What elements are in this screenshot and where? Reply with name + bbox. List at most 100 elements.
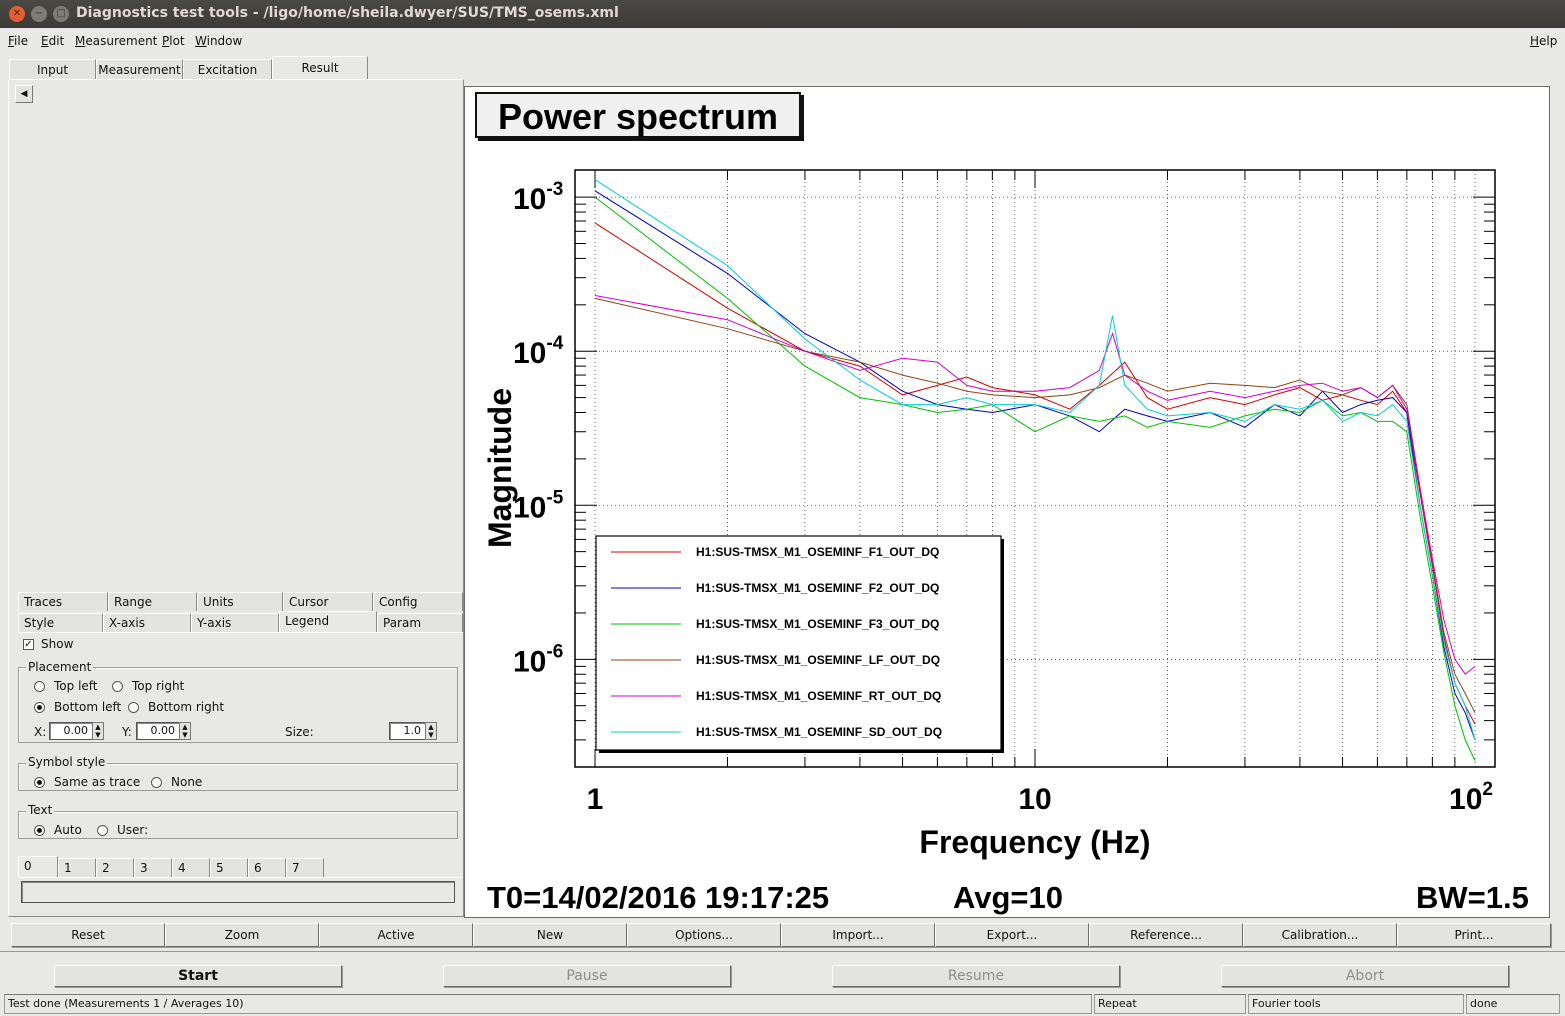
pause-button[interactable]: Pause: [443, 965, 731, 987]
menu-plot[interactable]: Plot: [162, 34, 185, 48]
collapse-arrow-icon[interactable]: ◀: [15, 85, 33, 103]
legend-entry: H1:SUS-TMSX_M1_OSEMINF_F1_OUT_DQ: [696, 545, 939, 559]
tab-excitation[interactable]: Excitation: [183, 59, 272, 79]
bottom-right-label: Bottom right: [148, 700, 225, 714]
size-spinner-icon[interactable]: ▲ ▼: [425, 722, 437, 740]
menu-file[interactable]: File: [8, 34, 29, 48]
minimize-window-icon[interactable]: −: [31, 6, 47, 22]
bw-label: BW=1.5: [1416, 880, 1529, 915]
start-button[interactable]: Start: [54, 965, 342, 987]
auto-radio[interactable]: [34, 825, 45, 836]
reset-button[interactable]: Reset: [11, 923, 165, 947]
menu-bar: File Edit Measurement Plot Window Help: [0, 28, 1565, 54]
legend-text-input[interactable]: [21, 881, 455, 903]
none-radio[interactable]: [151, 777, 162, 788]
trace-tab-divider: [18, 877, 463, 878]
legend-entry: H1:SUS-TMSX_M1_OSEMINF_SD_OUT_DQ: [696, 725, 942, 739]
bottom-right-radio[interactable]: [128, 702, 139, 713]
series-line-4: [594, 295, 1476, 675]
y-spinner-icon[interactable]: ▲ ▼: [179, 722, 191, 740]
size-input[interactable]: 1.0: [389, 722, 425, 740]
trace-tab-3[interactable]: 3: [134, 858, 172, 877]
series-line-5: [594, 179, 1476, 741]
trace-tab-0[interactable]: 0: [18, 856, 58, 877]
export-button[interactable]: Export...: [935, 923, 1089, 947]
legend-entry: H1:SUS-TMSX_M1_OSEMINF_F2_OUT_DQ: [696, 581, 939, 595]
tab-style[interactable]: Style: [18, 613, 103, 632]
menu-window[interactable]: Window: [195, 34, 243, 48]
bottom-left-radio[interactable]: [34, 702, 45, 713]
status-message: Test done (Measurements 1 / Averages 10): [4, 994, 1092, 1014]
x-axis-label: Frequency (Hz): [919, 824, 1150, 860]
new-button[interactable]: New: [473, 923, 627, 947]
trace-tab-7[interactable]: 7: [286, 858, 324, 877]
separator: [0, 951, 1565, 952]
x-spinner-icon[interactable]: ▲ ▼: [92, 722, 104, 740]
tab-range[interactable]: Range: [108, 592, 197, 611]
tab-config[interactable]: Config: [373, 592, 463, 611]
size-label: Size:: [285, 725, 314, 739]
y-tick-label: 10-5: [513, 487, 564, 524]
auto-label: Auto: [54, 823, 82, 837]
plot-area[interactable]: Power spectrum 1 10 102 10-3 10-4 10-5 10-6 H1…: [464, 86, 1550, 918]
maximize-window-icon[interactable]: □: [53, 6, 69, 22]
print-button[interactable]: Print...: [1397, 923, 1551, 947]
tab-x-axis[interactable]: X-axis: [103, 613, 191, 632]
bottom-left-label: Bottom left: [54, 700, 122, 714]
placement-group: [18, 667, 458, 743]
user-radio[interactable]: [97, 825, 108, 836]
import-button[interactable]: Import...: [781, 923, 935, 947]
zoom-button[interactable]: Zoom: [165, 923, 319, 947]
tab-measurement[interactable]: Measurement: [96, 59, 183, 79]
trace-tab-5[interactable]: 5: [210, 858, 248, 877]
x-tick-label: 1: [587, 783, 604, 816]
abort-button[interactable]: Abort: [1221, 965, 1509, 987]
x-label: X:: [34, 725, 47, 739]
status-repeat: Repeat: [1094, 994, 1246, 1014]
show-checkbox[interactable]: ✓: [23, 639, 34, 650]
trace-tab-6[interactable]: 6: [248, 858, 286, 877]
tab-param[interactable]: Param: [377, 613, 463, 632]
window-title: Diagnostics test tools - /ligo/home/shei…: [76, 5, 619, 21]
avg-label: Avg=10: [953, 880, 1063, 915]
same-as-trace-radio[interactable]: [34, 777, 45, 788]
none-label: None: [171, 775, 203, 789]
menu-help[interactable]: Help: [1530, 34, 1558, 48]
top-left-radio[interactable]: [34, 681, 45, 692]
tab-result[interactable]: Result: [272, 56, 368, 80]
options-button[interactable]: Options...: [627, 923, 781, 947]
resume-button[interactable]: Resume: [832, 965, 1120, 987]
tab-cursor[interactable]: Cursor: [283, 592, 373, 611]
top-left-label: Top left: [54, 679, 98, 693]
text-label: Text: [26, 803, 55, 817]
y-input[interactable]: 0.00: [136, 722, 179, 740]
series-line-2: [594, 196, 1476, 761]
active-button[interactable]: Active: [319, 923, 473, 947]
trace-tab-4[interactable]: 4: [172, 858, 210, 877]
symbol-style-group: [18, 763, 458, 791]
symbol-style-label: Symbol style: [26, 755, 108, 769]
tab-units[interactable]: Units: [197, 592, 283, 611]
tab-input[interactable]: Input: [9, 59, 96, 79]
status-state: done: [1466, 994, 1560, 1014]
close-window-icon[interactable]: ✕: [9, 6, 25, 22]
y-label: Y:: [122, 725, 132, 739]
legend-entry: H1:SUS-TMSX_M1_OSEMINF_LF_OUT_DQ: [696, 653, 940, 667]
trace-tab-2[interactable]: 2: [96, 858, 134, 877]
tab-y-axis[interactable]: Y-axis: [191, 613, 279, 632]
series-line-0: [594, 222, 1476, 725]
trace-tab-1[interactable]: 1: [58, 858, 96, 877]
t0-label: T0=14/02/2016 19:17:25: [487, 880, 830, 915]
top-right-radio[interactable]: [112, 681, 123, 692]
show-label: Show: [41, 637, 74, 651]
calibration-button[interactable]: Calibration...: [1243, 923, 1397, 947]
menu-measurement[interactable]: Measurement: [75, 34, 158, 48]
top-right-label: Top right: [132, 679, 185, 693]
tab-traces[interactable]: Traces: [18, 592, 108, 611]
same-as-trace-label: Same as trace: [54, 775, 141, 789]
x-input[interactable]: 0.00: [49, 722, 92, 740]
reference-button[interactable]: Reference...: [1089, 923, 1243, 947]
power-spectrum-chart[interactable]: 1 10 102 10-3 10-4 10-5 10-6 H1:SUS-TMSX_M1_OS…: [465, 87, 1549, 917]
menu-edit[interactable]: Edit: [41, 34, 65, 48]
tab-legend[interactable]: Legend: [279, 611, 377, 632]
